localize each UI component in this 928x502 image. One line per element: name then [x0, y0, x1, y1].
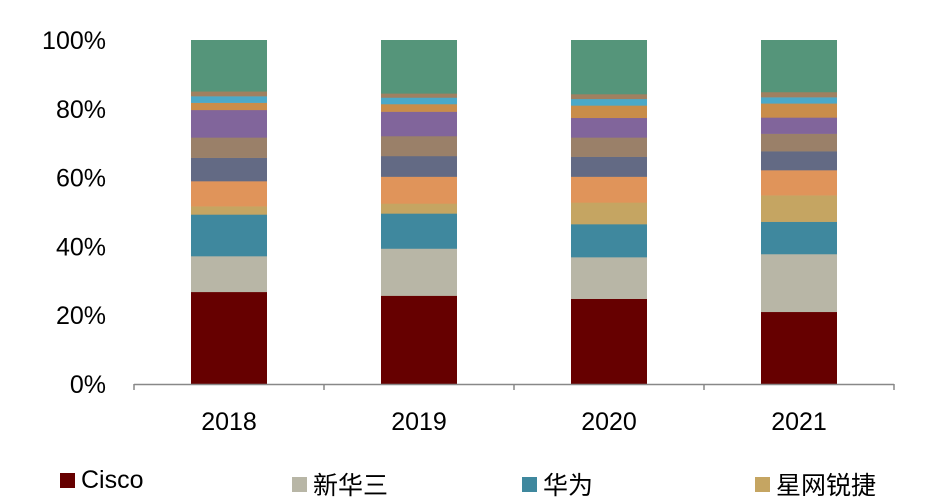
bar-segment-2021-0 [761, 311, 837, 385]
bar-segment-2020-5 [571, 156, 647, 177]
y-tick-label: 20% [56, 302, 106, 330]
bar-segment-2018-1 [191, 256, 267, 293]
bar-segment-2018-5 [191, 157, 267, 182]
bar-segment-2021-6 [761, 133, 837, 152]
y-axis-labels: 0% 20% 40% 60% 80% 100% [42, 27, 106, 399]
y-tick-label: 0% [70, 371, 106, 399]
bar-segment-2021-11 [761, 40, 837, 93]
bar-segment-2019-5 [381, 155, 457, 177]
bar-segment-2021-3 [761, 195, 837, 222]
bar-segment-2019-3 [381, 203, 457, 214]
legend-swatch [522, 476, 537, 492]
bar-segment-2018-9 [191, 96, 267, 103]
x-tick-label: 2020 [581, 408, 637, 436]
legend-label: 星网锐捷 [776, 472, 877, 500]
bar-segment-2020-0 [571, 298, 647, 385]
x-tick-label: 2021 [771, 408, 827, 436]
legend: Cisco 新华三 华为 星网锐捷 [0, 466, 928, 500]
bar-segment-2021-2 [761, 221, 837, 255]
legend-item: 星网锐捷 [755, 466, 876, 502]
bar-segment-2018-0 [191, 291, 267, 385]
y-tick-label: 40% [56, 233, 106, 261]
legend-item: 华为 [522, 466, 593, 502]
legend-swatch [60, 473, 75, 488]
bar-segment-2018-11 [191, 40, 267, 92]
legend-label: 新华三 [313, 472, 389, 500]
y-tick-label: 60% [56, 165, 106, 193]
stacked-bar-chart: 0% 20% 40% 60% 80% 100% 2018 2019 2020 2021 [42, 27, 895, 436]
bar-segment-2019-0 [381, 295, 457, 385]
bar-segment-2021-1 [761, 253, 837, 313]
y-tick-label: 80% [56, 96, 106, 124]
bar-segment-2019-2 [381, 213, 457, 249]
bar-segment-2019-8 [381, 103, 457, 112]
bar-segment-2020-10 [571, 94, 647, 100]
bar-segment-2020-2 [571, 224, 647, 258]
bar-segment-2018-7 [191, 109, 267, 138]
bar-segment-2018-8 [191, 102, 267, 111]
y-tick-label: 100% [42, 27, 106, 55]
bar-segment-2021-7 [761, 117, 837, 134]
bar-segment-2021-10 [761, 91, 837, 98]
bar-segment-2019-11 [381, 40, 457, 94]
bar-segment-2018-6 [191, 137, 267, 158]
bar-segment-2019-10 [381, 93, 457, 98]
bar-segment-2021-8 [761, 103, 837, 118]
bar-segment-2018-3 [191, 206, 267, 215]
bar-segment-2021-4 [761, 170, 837, 196]
legend-item: 新华三 [292, 466, 388, 502]
bar-segment-2019-9 [381, 97, 457, 105]
x-axis-labels: 2018 2019 2020 2021 [201, 408, 827, 436]
bar-segment-2018-2 [191, 214, 267, 257]
bar-segment-2020-11 [571, 40, 647, 95]
bar-segment-2019-7 [381, 111, 457, 137]
bars-layer [191, 40, 837, 385]
legend-swatch [292, 476, 307, 492]
bar-segment-2019-6 [381, 135, 457, 157]
bar-segment-2020-6 [571, 137, 647, 157]
legend-swatch [755, 476, 770, 492]
bar-segment-2020-8 [571, 105, 647, 119]
bar-segment-2020-7 [571, 117, 647, 138]
legend-item: Cisco [60, 466, 144, 495]
bar-segment-2020-4 [571, 176, 647, 203]
legend-label: Cisco [81, 466, 144, 494]
x-tick-label: 2018 [201, 408, 257, 436]
bar-segment-2018-4 [191, 181, 267, 207]
bar-segment-2020-3 [571, 202, 647, 225]
bar-segment-2020-1 [571, 257, 647, 299]
x-tick-label: 2019 [391, 408, 447, 436]
bar-segment-2018-10 [191, 91, 267, 97]
bar-segment-2019-4 [381, 176, 457, 204]
bar-segment-2019-1 [381, 248, 457, 296]
bar-segment-2021-9 [761, 97, 837, 104]
x-axis-ticks [133, 384, 895, 390]
bar-segment-2021-5 [761, 151, 837, 171]
legend-label: 华为 [543, 472, 594, 500]
bar-segment-2020-9 [571, 98, 647, 106]
